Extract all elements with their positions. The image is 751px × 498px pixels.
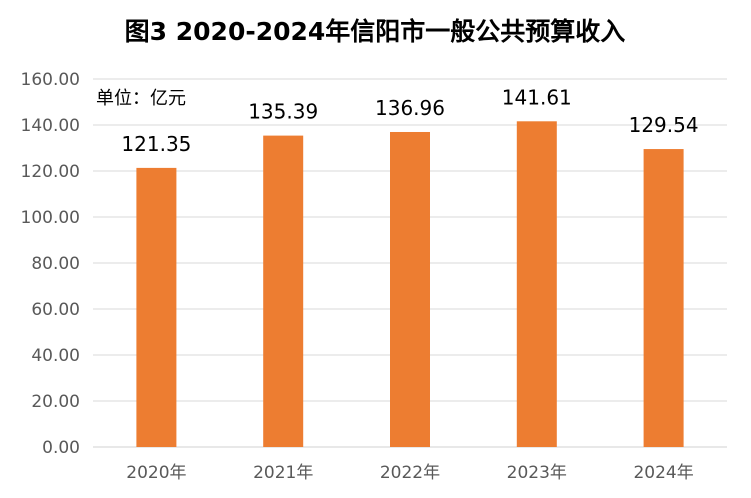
x-tick-label: 2021年 — [253, 463, 313, 483]
y-axis-tick-labels: 0.00 20.00 40.00 60.00 80.00 100.00 120.00 140.… — [21, 70, 80, 458]
data-label: 141.61 — [502, 85, 572, 109]
y-tick-label: 0.00 — [42, 438, 80, 458]
data-label: 121.35 — [121, 132, 191, 156]
x-tick-label: 2024年 — [633, 463, 693, 483]
x-tick-label: 2020年 — [126, 463, 186, 483]
data-label: 136.96 — [375, 96, 445, 120]
y-tick-label: 40.00 — [31, 346, 80, 366]
y-tick-label: 140.00 — [21, 116, 80, 136]
x-tick-label: 2023年 — [507, 463, 567, 483]
x-axis-tick-labels: 2020年 2021年 2022年 2023年 2024年 — [126, 463, 693, 483]
bar — [516, 121, 557, 447]
y-tick-label: 20.00 — [31, 392, 80, 412]
unit-label: 单位：亿元 — [96, 88, 186, 109]
y-tick-label: 100.00 — [21, 208, 80, 228]
y-tick-label: 160.00 — [21, 70, 80, 90]
bar — [136, 167, 177, 447]
data-labels: 121.35 135.39 136.96 141.61 129.54 — [121, 85, 698, 156]
bar — [643, 149, 684, 448]
y-tick-label: 120.00 — [21, 162, 80, 182]
bar — [390, 131, 430, 447]
x-tick-label: 2022年 — [380, 463, 440, 483]
chart-title: 图3 2020-2024年信阳市一般公共预算收入 — [125, 17, 626, 46]
bars — [136, 121, 684, 448]
bar — [263, 135, 304, 447]
data-label: 129.54 — [629, 113, 699, 137]
y-tick-label: 80.00 — [31, 254, 80, 274]
y-tick-label: 60.00 — [31, 300, 80, 320]
data-label: 135.39 — [248, 100, 318, 124]
